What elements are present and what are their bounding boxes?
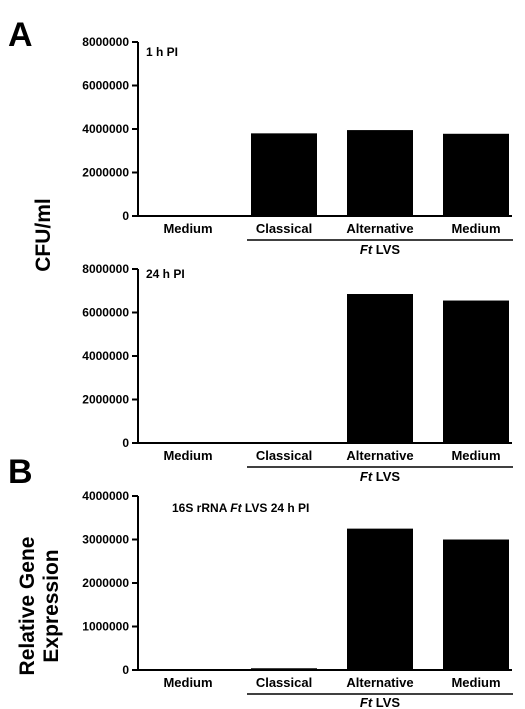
bar-4: [443, 133, 509, 216]
chart-24h-pi: 0 2000000 4000000 6000000 8000000 Medium Class…: [82, 262, 513, 484]
panel-annotation: 16S rRNA Ft LVS 24 h PI: [172, 501, 309, 515]
category-label: Classical: [256, 221, 312, 236]
bar-2: [251, 668, 317, 670]
bar-4: [443, 539, 509, 670]
y-tick-label: 0: [122, 209, 129, 223]
panel-letter-b: B: [8, 453, 33, 491]
category-label: Alternative: [346, 675, 413, 690]
group-label: Ft LVS: [360, 242, 401, 257]
y-tick-label: 1000000: [82, 620, 129, 634]
category-label: Alternative: [346, 221, 413, 236]
bar-4: [443, 300, 509, 443]
panel-annotation: 24 h PI: [146, 267, 185, 281]
bar-3: [347, 294, 413, 443]
panel-b-y-axis-label-line1: Relative Gene: [16, 537, 39, 676]
bar-2: [251, 133, 317, 216]
y-tick-label: 2000000: [82, 576, 129, 590]
category-label: Medium: [163, 448, 212, 463]
y-tick-label: 4000000: [82, 349, 129, 363]
category-label: Alternative: [346, 448, 413, 463]
bar-2: [251, 442, 317, 443]
y-tick-label: 3000000: [82, 533, 129, 547]
group-label: Ft LVS: [360, 695, 401, 709]
category-label: Classical: [256, 448, 312, 463]
y-tick-label: 0: [122, 663, 129, 677]
category-label: Medium: [163, 221, 212, 236]
category-label: Classical: [256, 675, 312, 690]
category-label: Medium: [451, 675, 500, 690]
y-tick-label: 6000000: [82, 306, 129, 320]
y-tick-label: 4000000: [82, 489, 129, 503]
panel-annotation: 1 h PI: [146, 45, 178, 59]
chart-16s-rrna: 0 1000000 2000000 3000000 4000000 Medium Class…: [82, 489, 513, 709]
y-tick-label: 2000000: [82, 166, 129, 180]
y-tick-label: 4000000: [82, 122, 129, 136]
shared-y-axis-label: CFU/ml: [32, 198, 55, 272]
y-tick-label: 6000000: [82, 79, 129, 93]
panel-letter-a: A: [8, 16, 33, 54]
y-tick-label: 8000000: [82, 35, 129, 49]
bar-3: [347, 130, 413, 216]
panel-b-y-axis-label-line2: Expression: [40, 549, 63, 662]
y-tick-label: 8000000: [82, 262, 129, 276]
category-label: Medium: [451, 221, 500, 236]
y-tick-label: 0: [122, 436, 129, 450]
y-tick-label: 2000000: [82, 393, 129, 407]
category-label: Medium: [451, 448, 500, 463]
bar-3: [347, 528, 413, 670]
chart-1h-pi: 0 2000000 4000000 6000000 8000000 Medium Class…: [82, 35, 513, 257]
group-label: Ft LVS: [360, 469, 401, 484]
category-label: Medium: [163, 675, 212, 690]
